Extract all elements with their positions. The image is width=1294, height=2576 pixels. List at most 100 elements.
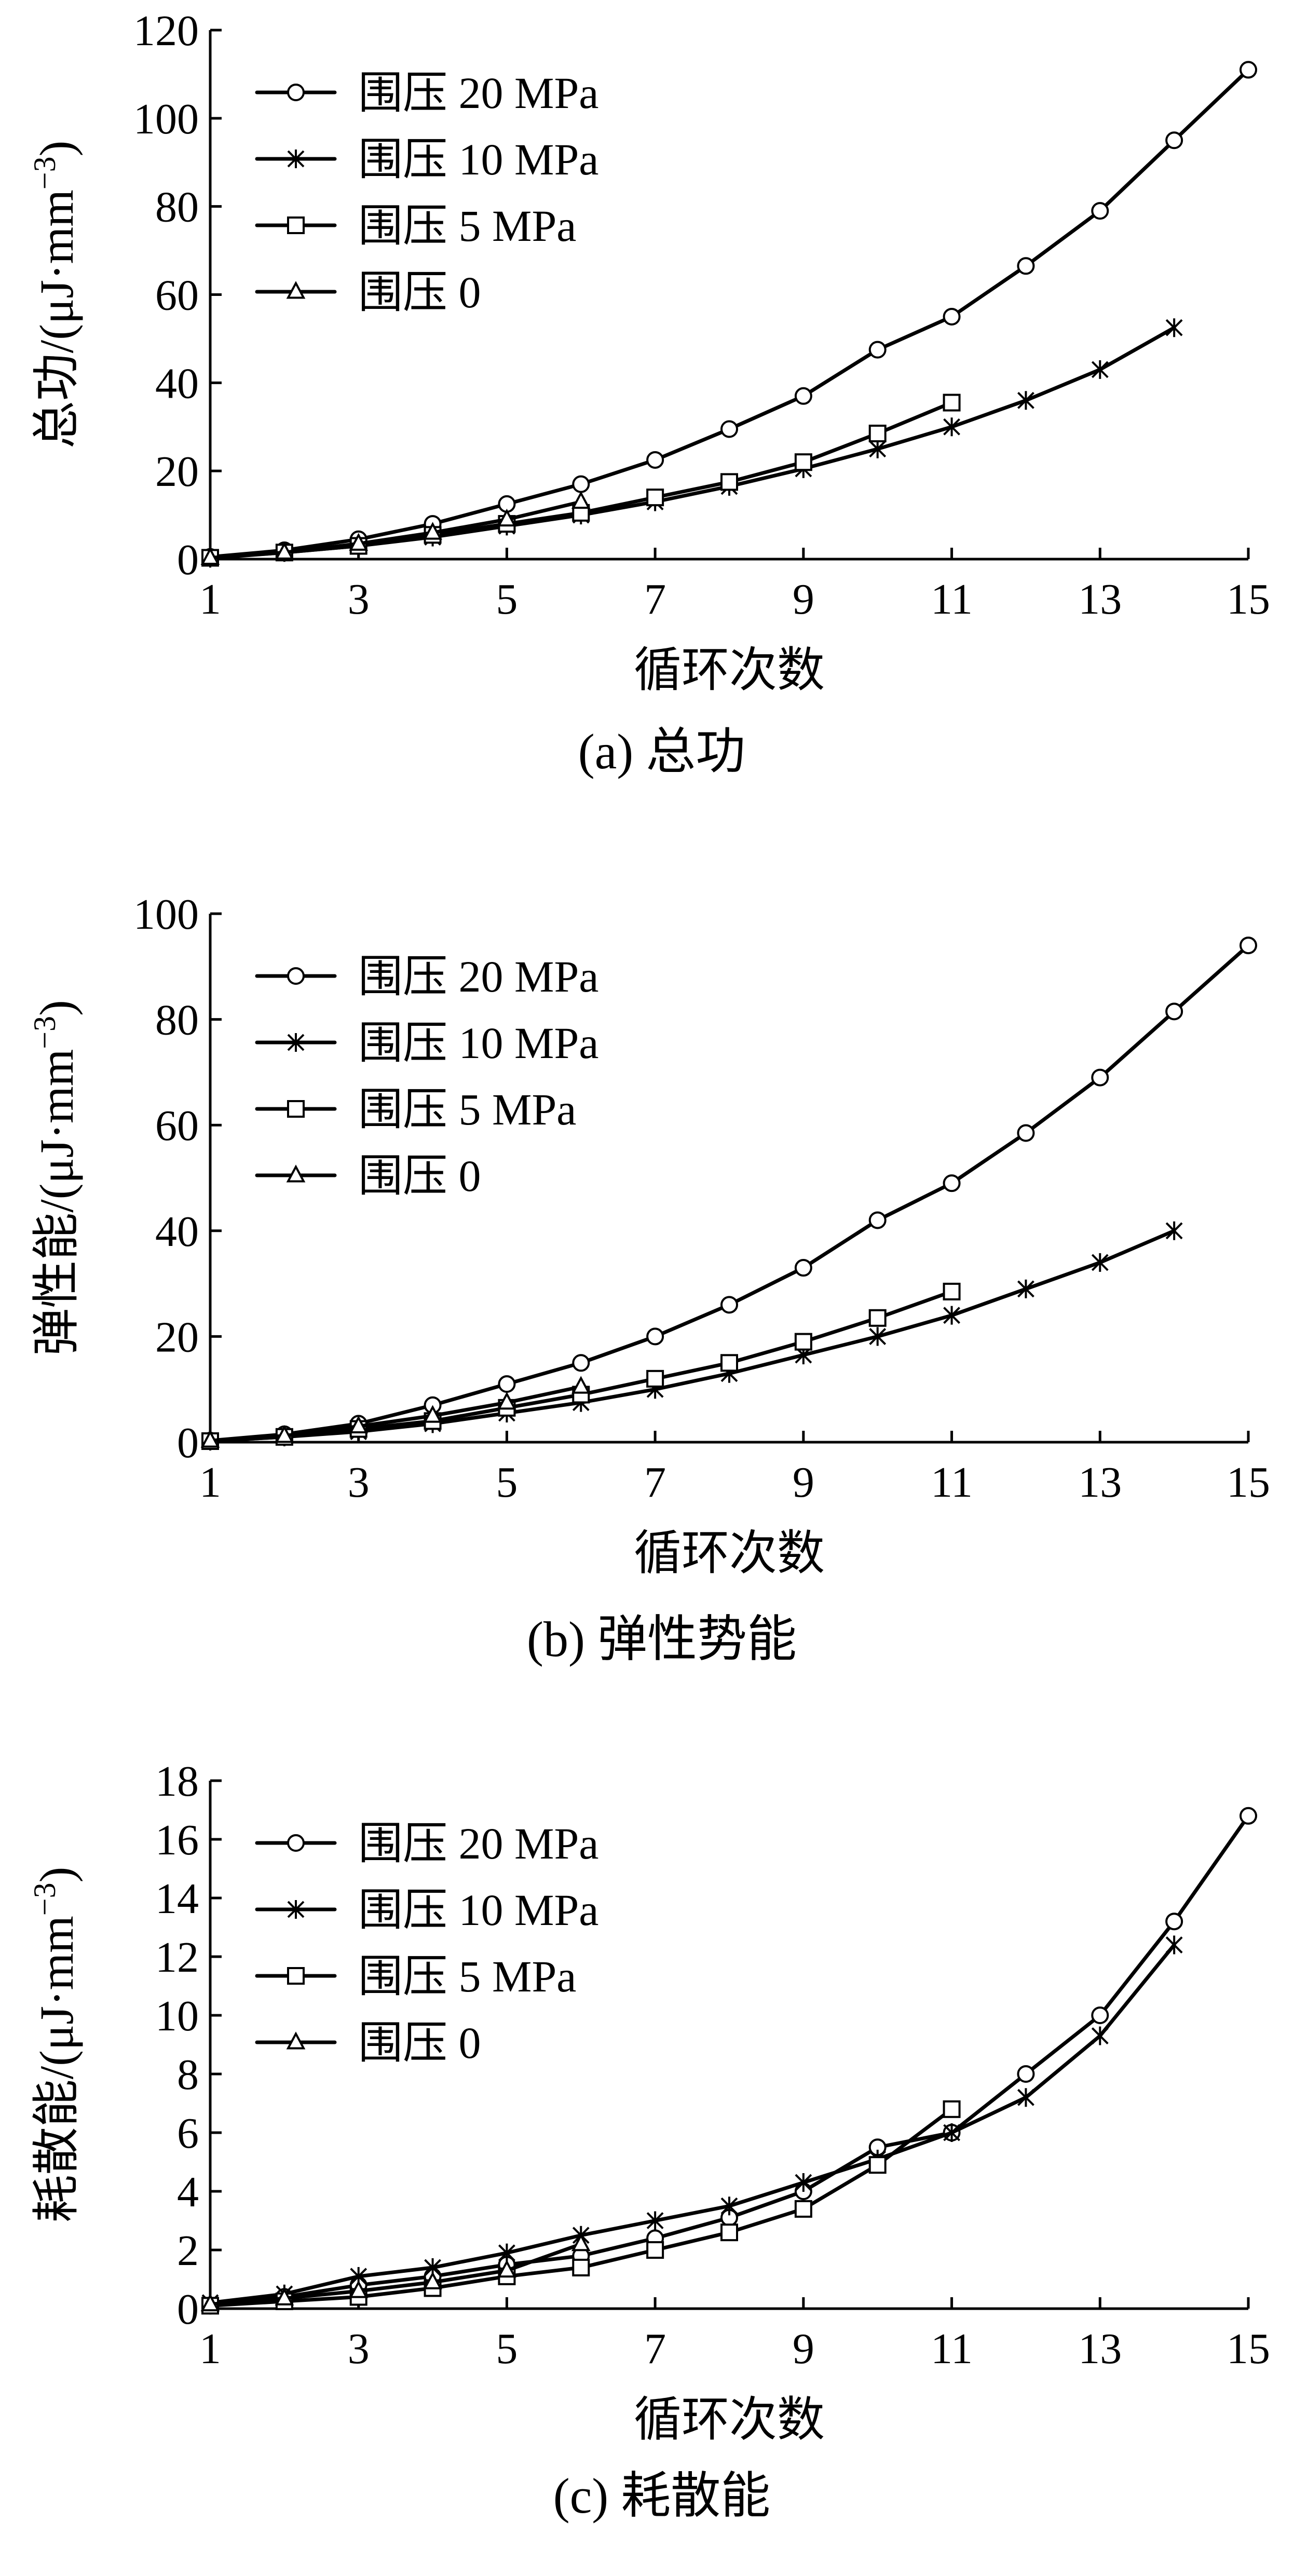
data-point — [795, 2173, 812, 2192]
data-point — [1017, 257, 1035, 275]
series-line — [208, 1229, 1176, 1443]
data-point — [200, 2293, 220, 2312]
x-tick-label: 15 — [1227, 2325, 1270, 2373]
x-tick-label: 9 — [793, 575, 814, 623]
x-tick-label: 11 — [931, 2325, 973, 2373]
data-point — [1091, 2026, 1109, 2045]
y-tick-label: 0 — [177, 1419, 199, 1467]
data-point — [794, 2200, 812, 2218]
data-point — [869, 1327, 887, 1346]
x-tick-label: 13 — [1078, 1458, 1122, 1507]
data-point — [498, 2243, 515, 2262]
series-line — [208, 2242, 583, 2307]
data-point — [868, 341, 887, 359]
data-point — [349, 533, 369, 551]
data-point — [1239, 61, 1257, 79]
data-point — [646, 2241, 664, 2259]
x-tick-label: 1 — [199, 2325, 221, 2373]
y-tick-label: 100 — [133, 95, 199, 143]
x-tick-label: 15 — [1227, 575, 1270, 623]
data-point — [1091, 202, 1109, 220]
x-tick-label: 7 — [644, 2325, 666, 2373]
legend: 围压 20 MPa 围压 10 MPa 围压 5 MPa 围压 0 — [255, 952, 598, 1201]
data-point — [497, 1391, 516, 1410]
legend-label: 围压 20 MPa — [358, 1819, 598, 1868]
legend-label: 围压 10 MPa — [358, 134, 598, 184]
data-point — [943, 417, 960, 437]
data-point — [1017, 2088, 1034, 2107]
data-point — [868, 2156, 887, 2174]
data-point — [720, 2224, 738, 2242]
data-point — [1091, 360, 1109, 379]
y-tick-label: 10 — [155, 1992, 199, 2040]
y-tick-label: 40 — [155, 1208, 199, 1256]
series-2 — [201, 1935, 1183, 2312]
data-point — [1017, 1279, 1034, 1298]
series-3 — [201, 2100, 961, 2315]
y-tick-label: 8 — [177, 2051, 199, 2099]
y-tick-label: 12 — [155, 1933, 199, 1982]
data-point — [200, 1430, 220, 1448]
y-tick-label: 0 — [177, 2285, 199, 2334]
data-point — [943, 307, 961, 326]
x-tick-label: 1 — [199, 1458, 221, 1507]
data-point — [275, 541, 294, 560]
data-point — [943, 1282, 961, 1300]
data-point — [1165, 131, 1183, 150]
data-point — [720, 1354, 738, 1372]
legend-label: 围压 5 MPa — [358, 1951, 576, 2001]
legend-marker — [286, 2031, 306, 2050]
legend-label: 围压 0 — [358, 1151, 481, 1201]
data-point — [423, 1405, 442, 1423]
series-4 — [200, 2233, 591, 2312]
data-point — [1165, 1002, 1183, 1021]
data-point — [943, 394, 961, 412]
data-point — [794, 453, 812, 471]
series-line — [208, 1385, 583, 1443]
y-tick-label: 100 — [133, 890, 199, 939]
legend-label: 围压 20 MPa — [358, 952, 598, 1001]
data-point — [943, 1306, 960, 1325]
data-point — [572, 1354, 590, 1372]
legend-marker — [287, 1834, 305, 1852]
legend-marker — [287, 1900, 305, 1919]
data-point — [1165, 1913, 1183, 1931]
x-tick-label: 9 — [793, 1458, 814, 1507]
legend-label: 围压 10 MPa — [358, 1018, 598, 1068]
data-point — [646, 2211, 664, 2230]
y-tick-label: 20 — [155, 448, 199, 496]
data-point — [571, 491, 591, 509]
data-point — [423, 522, 442, 540]
x-axis-title: 循环次数 — [634, 644, 825, 697]
panel-caption: (a) 总功 — [578, 724, 746, 779]
data-point — [720, 2197, 738, 2216]
legend-marker — [286, 1164, 306, 1183]
y-axis-title: 耗散能/(μJ·mm−3) — [28, 1867, 83, 2223]
legend-marker — [287, 1033, 305, 1052]
x-tick-label: 9 — [793, 2325, 814, 2373]
data-point — [1165, 318, 1183, 337]
legend-label: 围压 20 MPa — [358, 68, 598, 118]
data-point — [1091, 1253, 1109, 1272]
data-point — [497, 508, 516, 527]
data-point — [720, 1296, 738, 1314]
series-4 — [200, 491, 591, 565]
data-point — [572, 2258, 590, 2276]
series-line — [208, 1943, 1176, 2305]
series-4 — [200, 1376, 591, 1448]
data-point — [720, 473, 738, 491]
y-tick-label: 20 — [155, 1313, 199, 1361]
data-point — [275, 1425, 294, 1443]
data-point — [497, 2259, 516, 2278]
legend-marker — [287, 84, 305, 101]
data-point — [720, 420, 738, 438]
x-axis-title: 循环次数 — [634, 2393, 825, 2446]
data-point — [572, 475, 590, 493]
x-tick-label: 3 — [348, 1458, 370, 1507]
y-tick-label: 80 — [155, 183, 199, 232]
data-point — [423, 2271, 442, 2289]
legend-marker — [287, 967, 305, 985]
data-point — [943, 2100, 961, 2118]
